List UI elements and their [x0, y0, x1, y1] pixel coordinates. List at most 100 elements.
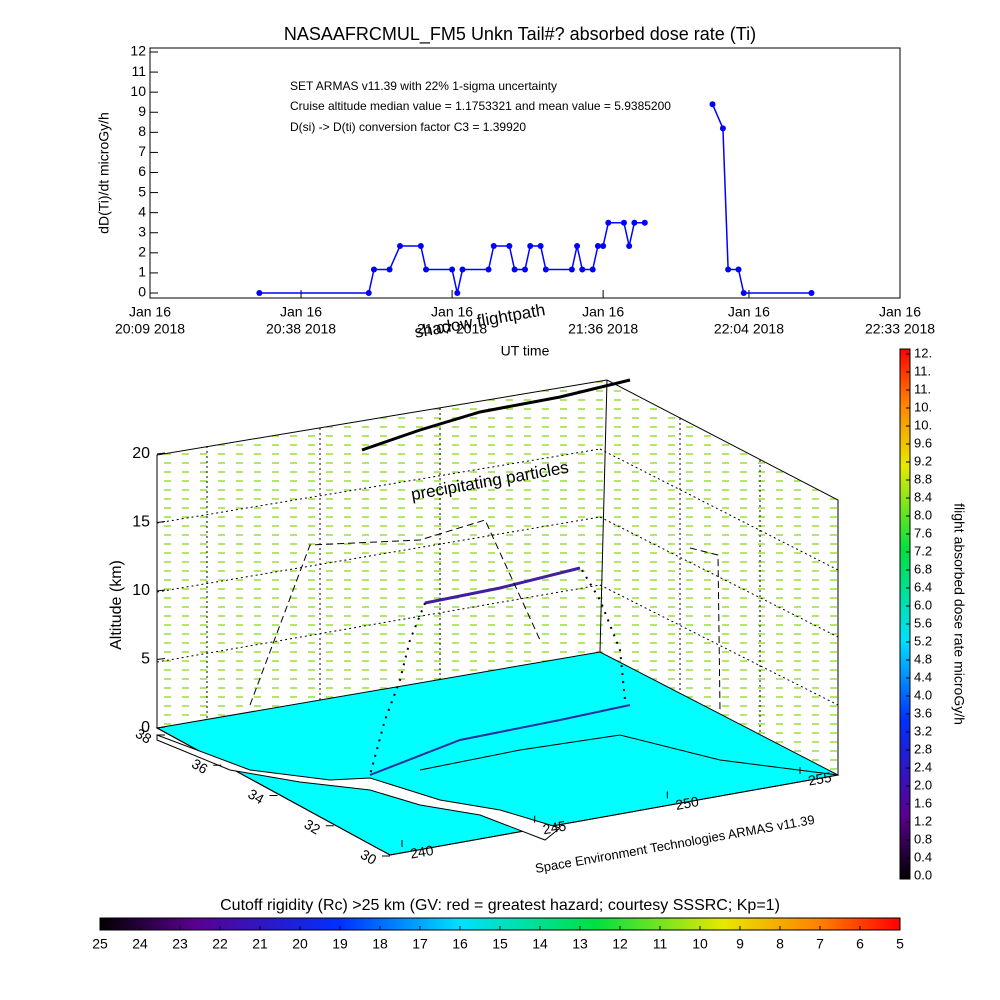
data-point — [574, 243, 581, 250]
colorbar-tick-label: 2.8 — [914, 741, 932, 756]
colorbar-tick-label: 6 — [856, 936, 864, 952]
data-point — [370, 266, 377, 273]
x-tick-label: Jan 16 — [582, 304, 624, 320]
colorbar-tick-label: 9 — [736, 936, 744, 952]
colorbar-tick-label: 10. — [914, 417, 932, 432]
colorbar-label: Cutoff rigidity (Rc) >25 km (GV: red = g… — [220, 897, 780, 914]
x-tick-label: 21:36 2018 — [568, 321, 638, 337]
annotation: Cruise altitude median value = 1.1753321… — [290, 99, 671, 113]
colorbar-tick-label: 12 — [612, 936, 628, 952]
z-tick — [156, 726, 166, 729]
z-tick-label: 5 — [141, 651, 150, 668]
data-point — [626, 243, 633, 250]
data-point — [459, 266, 466, 273]
y-tick-label: 4 — [138, 203, 146, 219]
colorbar-tick-label: 8.8 — [914, 471, 932, 486]
z-tick-label: 15 — [132, 514, 150, 531]
annotation: SET ARMAS v11.39 with 22% 1-sigma uncert… — [290, 79, 557, 93]
z-axis-label: Altitude (km) — [108, 560, 125, 650]
colorbar-tick-label: 8.4 — [914, 489, 932, 504]
y-tick-label: 32 — [302, 816, 324, 838]
colorbar-tick-label: 6.4 — [914, 579, 932, 594]
y-tick-label: 5 — [138, 183, 146, 199]
data-point — [522, 266, 528, 273]
colorbar-tick-label: 4.0 — [914, 687, 932, 702]
data-point — [579, 266, 586, 273]
x-tick-label: 240 — [409, 842, 435, 862]
colorbar-tick-label: 17 — [412, 936, 428, 952]
colorbar-tick-label: 24 — [132, 936, 148, 952]
colorbar-tick-label: 2.0 — [914, 777, 932, 792]
colorbar-tick-label: 23 — [172, 936, 188, 952]
data-point — [386, 266, 393, 273]
colorbar-tick-label: 8 — [776, 936, 784, 952]
colorbar-tick-label: 25 — [92, 936, 108, 952]
colorbar-tick-label: 3.2 — [914, 723, 932, 738]
data-point — [397, 243, 403, 250]
scene-3d — [155, 378, 840, 856]
y-tick-label: 7 — [138, 143, 146, 159]
x-tick-label: Jan 16 — [129, 304, 171, 320]
data-point — [365, 290, 372, 296]
x-tick-label: 22:33 2018 — [865, 321, 935, 337]
colorbar-tick-label: 7.2 — [914, 543, 932, 558]
colorbar-tick-label: 11. — [914, 381, 931, 396]
colorbar-tick-label: 10. — [914, 399, 932, 414]
y-tick-label: 34 — [245, 786, 267, 808]
colorbar-tick-label: 7 — [816, 936, 824, 952]
colorbar-tick-label: 3.6 — [914, 705, 932, 720]
x-tick-label: 255 — [807, 769, 833, 789]
colorbar-tick-label: 8.0 — [914, 507, 932, 522]
colorbar-tick-label: 5 — [896, 936, 904, 952]
x-tick-label: Jan 16 — [879, 304, 921, 320]
z-tick — [156, 521, 166, 523]
colorbar-tick-label: 9.2 — [914, 453, 932, 468]
y-tick-label: 1 — [138, 264, 146, 280]
colorbar-tick-label: 20 — [292, 936, 308, 952]
colorbar-tick-label: 10 — [692, 936, 708, 952]
y-tick-label: 9 — [138, 103, 146, 119]
y-tick-label: 30 — [358, 846, 380, 868]
y-tick-label: 38 — [133, 725, 155, 747]
data-point — [605, 219, 612, 226]
data-point — [740, 290, 747, 296]
data-point — [719, 125, 726, 132]
y-tick-label: 2 — [138, 244, 146, 260]
colorbar-tick-label: 9.6 — [914, 435, 932, 450]
data-point — [511, 266, 518, 273]
z-tick-label: 10 — [132, 582, 150, 599]
x-tick-label: 245 — [542, 817, 568, 837]
data-point — [485, 266, 492, 273]
colorbar-tick-label: 6.8 — [914, 561, 932, 576]
colorbar-tick-label: 18 — [372, 936, 388, 952]
data-point — [490, 243, 497, 250]
data-point — [725, 266, 732, 273]
chart-title: NASAAFRCMUL_FM5 Unkn Tail#? absorbed dos… — [284, 24, 756, 45]
z-tick — [156, 658, 166, 660]
z-tick-label: 0 — [141, 719, 150, 736]
x-tick-label: Jan 16 — [728, 304, 770, 320]
data-point — [423, 266, 430, 273]
y-tick-label: 12 — [130, 43, 146, 59]
data-point — [631, 219, 638, 226]
x-tick-label: Jan 16 — [431, 304, 473, 320]
colorbar-label: flight absorbed dose rate microGy/h — [951, 503, 967, 725]
colorbar-tick-label: 19 — [332, 936, 348, 952]
data-point — [454, 290, 461, 296]
colorbar-tick-label: 7.6 — [914, 525, 932, 540]
x-tick-label: 20:09 2018 — [115, 321, 185, 337]
colorbar-tick-label: 4.4 — [914, 669, 932, 684]
data-point — [600, 243, 607, 250]
data-point — [589, 266, 596, 273]
annotation: D(si) -> D(ti) conversion factor C3 = 1.… — [290, 120, 526, 134]
data-point — [808, 290, 815, 296]
x-tick-label: Jan 16 — [280, 304, 322, 320]
data-point — [568, 266, 575, 273]
z-tick — [156, 452, 166, 455]
data-point — [417, 243, 424, 250]
colorbar-tick-label: 0.0 — [914, 867, 932, 882]
data-point — [641, 219, 648, 226]
colorbar-tick-label: 4.8 — [914, 651, 932, 666]
data-point — [594, 243, 601, 250]
